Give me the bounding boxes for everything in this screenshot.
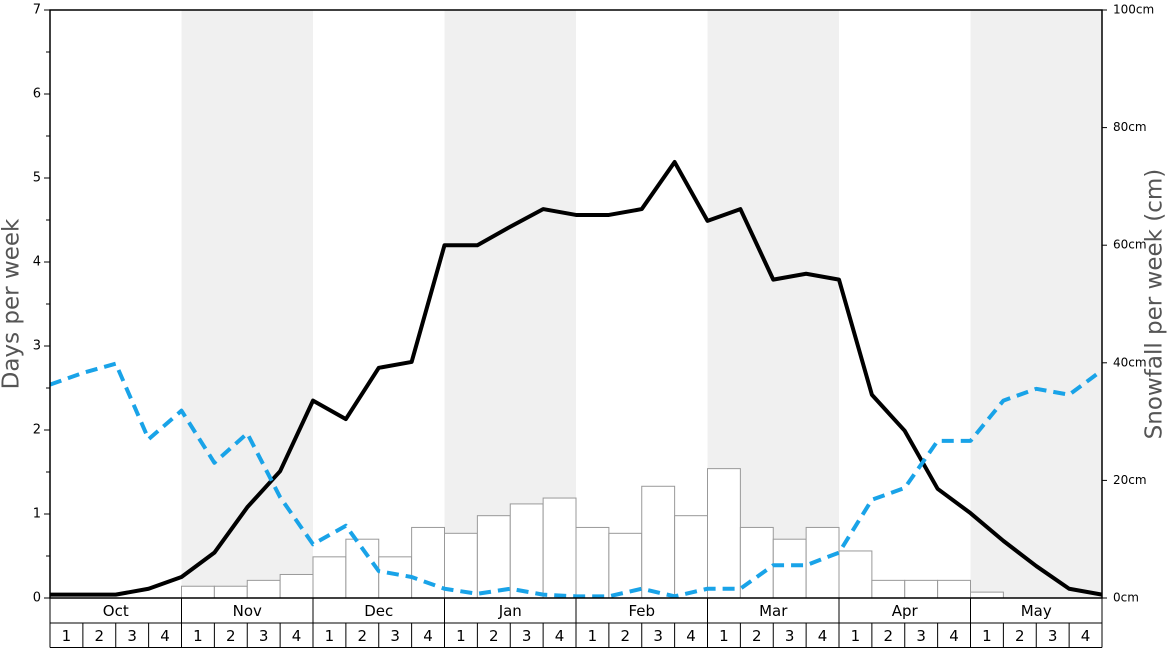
week-label: 4 bbox=[1081, 627, 1091, 645]
month-shade bbox=[181, 10, 313, 598]
week-label: 1 bbox=[719, 627, 729, 645]
bar bbox=[937, 579, 971, 599]
y-axis-label: Days per week bbox=[0, 218, 25, 389]
week-label: 2 bbox=[884, 627, 894, 645]
week-label: 3 bbox=[390, 627, 400, 645]
week-label: 4 bbox=[686, 627, 696, 645]
week-label: 4 bbox=[160, 627, 170, 645]
month-label: Jan bbox=[498, 602, 522, 620]
bar bbox=[970, 591, 1004, 599]
bar bbox=[181, 585, 215, 599]
week-label: 1 bbox=[982, 627, 992, 645]
y2-tick-label: 60cm bbox=[1113, 238, 1147, 252]
month-label: Apr bbox=[892, 602, 919, 620]
bar bbox=[772, 538, 807, 599]
bar bbox=[213, 585, 248, 599]
week-label: 4 bbox=[423, 627, 433, 645]
bar bbox=[246, 579, 281, 599]
week-label: 3 bbox=[127, 627, 137, 645]
week-label: 2 bbox=[621, 627, 631, 645]
bar bbox=[509, 503, 544, 599]
week-label: 1 bbox=[62, 627, 72, 645]
week-label: 2 bbox=[358, 627, 368, 645]
bar bbox=[904, 579, 939, 599]
y-tick-label: 2 bbox=[33, 423, 41, 438]
week-label: 1 bbox=[193, 627, 203, 645]
month-label: Nov bbox=[233, 602, 262, 620]
bar bbox=[575, 526, 610, 599]
week-label: 3 bbox=[653, 627, 663, 645]
week-label: 2 bbox=[752, 627, 762, 645]
y-tick-label: 6 bbox=[33, 87, 41, 102]
y-tick-label: 0 bbox=[33, 591, 41, 606]
week-label: 3 bbox=[1048, 627, 1058, 645]
week-label: 4 bbox=[555, 627, 565, 645]
y2-tick-label: 40cm bbox=[1113, 355, 1147, 369]
month-label: Feb bbox=[628, 602, 655, 620]
month-shade bbox=[970, 10, 1102, 598]
y2-tick-label: 20cm bbox=[1113, 473, 1147, 487]
week-label: 3 bbox=[522, 627, 532, 645]
bar bbox=[312, 556, 347, 599]
week-label: 3 bbox=[916, 627, 926, 645]
series-line bbox=[49, 361, 1104, 599]
y-tick-label: 4 bbox=[33, 255, 41, 270]
bar bbox=[411, 526, 445, 599]
week-label: 4 bbox=[292, 627, 302, 645]
y2-tick-label: 100cm bbox=[1113, 3, 1154, 17]
week-label: 2 bbox=[489, 627, 499, 645]
week-label: 1 bbox=[325, 627, 335, 645]
y-tick-label: 3 bbox=[33, 339, 41, 354]
bar bbox=[641, 485, 676, 599]
y-tick-label: 1 bbox=[33, 507, 41, 522]
month-label: Oct bbox=[103, 602, 129, 620]
week-label: 2 bbox=[226, 627, 236, 645]
month-label: May bbox=[1021, 602, 1052, 620]
week-label: 4 bbox=[818, 627, 828, 645]
week-label: 1 bbox=[851, 627, 861, 645]
bar bbox=[476, 515, 511, 599]
y2-axis-label: Snowfall per week (cm) bbox=[1142, 169, 1168, 440]
bar bbox=[871, 579, 906, 599]
y2-tick-label: 80cm bbox=[1113, 120, 1147, 134]
bar bbox=[674, 515, 708, 599]
y2-tick-label: 0cm bbox=[1113, 591, 1139, 605]
week-label: 3 bbox=[785, 627, 795, 645]
week-label: 3 bbox=[259, 627, 269, 645]
bar bbox=[707, 468, 741, 599]
month-label: Dec bbox=[364, 602, 393, 620]
y-tick-label: 5 bbox=[33, 171, 41, 186]
week-label: 2 bbox=[1015, 627, 1025, 645]
y-tick-label: 7 bbox=[33, 3, 41, 18]
week-label: 2 bbox=[95, 627, 105, 645]
week-label: 1 bbox=[588, 627, 598, 645]
bar bbox=[542, 497, 577, 599]
bar bbox=[279, 573, 314, 599]
series-line bbox=[50, 160, 1103, 597]
week-label: 4 bbox=[949, 627, 959, 645]
week-label: 1 bbox=[456, 627, 466, 645]
bar bbox=[838, 550, 873, 599]
month-label: Mar bbox=[759, 602, 788, 620]
